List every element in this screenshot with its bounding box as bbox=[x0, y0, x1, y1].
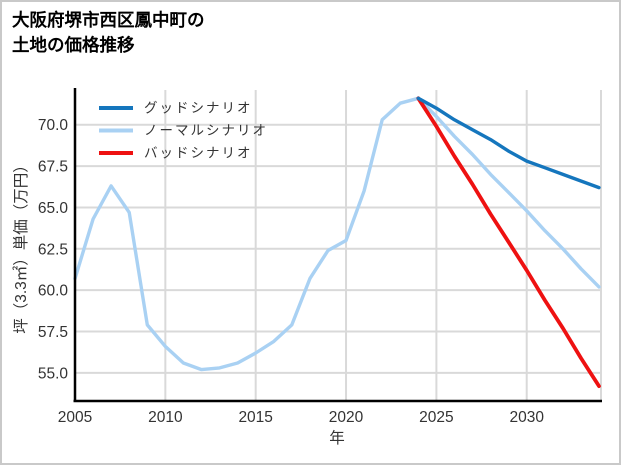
legend-label-good: グッドシナリオ bbox=[144, 101, 253, 116]
y-axis-label: 坪（3.3㎡）単価（万円） bbox=[12, 157, 30, 334]
y-tick-label: 57.5 bbox=[38, 324, 68, 341]
chart-title-line2: 土地の価格推移 bbox=[12, 35, 135, 56]
x-tick-label: 2010 bbox=[148, 409, 183, 426]
legend-label-normal: ノーマルシナリオ bbox=[144, 123, 268, 138]
y-tick-label: 67.5 bbox=[38, 159, 68, 176]
series-bad-line bbox=[416, 96, 601, 389]
y-tick-label: 65.0 bbox=[38, 200, 69, 217]
x-tick-label: 2030 bbox=[509, 409, 544, 426]
y-tick-label: 70.0 bbox=[38, 117, 69, 134]
y-tick-label: 60.0 bbox=[38, 283, 69, 300]
chart-title: 大阪府堺市西区鳳中町の 土地の価格推移 bbox=[12, 8, 205, 59]
series-good-line bbox=[416, 96, 601, 190]
legend-label-bad: バッドシナリオ bbox=[144, 146, 253, 161]
x-tick-label: 2020 bbox=[329, 409, 364, 426]
x-tick-label: 2015 bbox=[238, 409, 272, 426]
y-tick-label: 55.0 bbox=[38, 365, 69, 382]
series-normal-line bbox=[73, 96, 601, 372]
x-tick-label: 2025 bbox=[419, 409, 453, 426]
y-tick-label: 62.5 bbox=[38, 241, 68, 258]
chart-title-line1: 大阪府堺市西区鳳中町の bbox=[12, 10, 205, 30]
x-tick-label: 2005 bbox=[58, 409, 92, 426]
x-axis-label: 年 bbox=[329, 429, 345, 447]
